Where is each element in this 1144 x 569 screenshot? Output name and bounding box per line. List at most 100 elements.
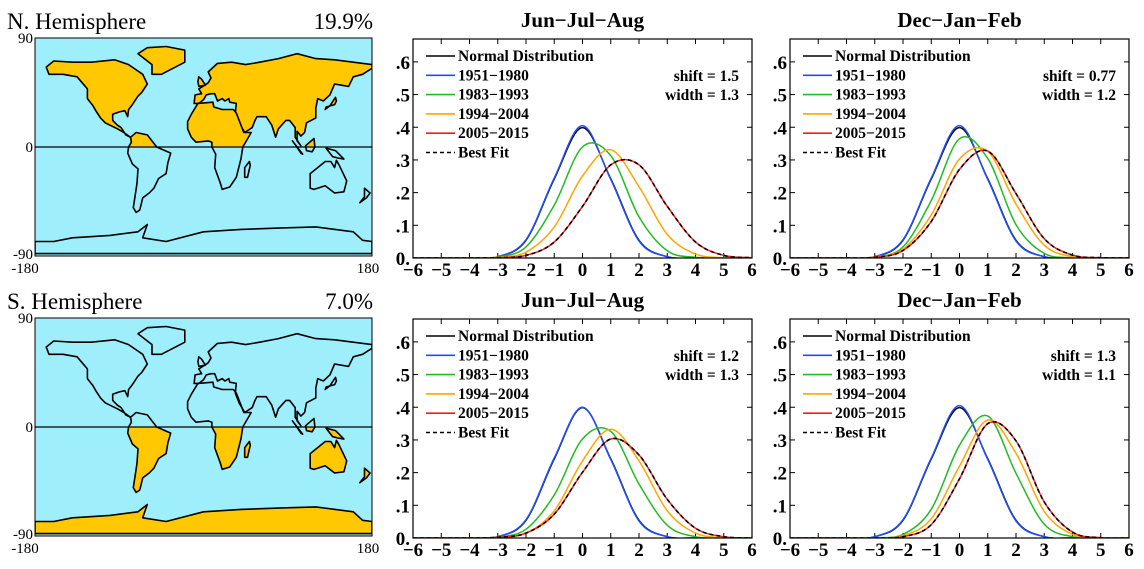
y-tick-label: .2 <box>773 184 787 205</box>
fit-annotation: shift = 1.5 <box>674 68 739 85</box>
legend-label: 1951−1980 <box>835 347 906 364</box>
x-tick-label: −6 <box>403 540 423 561</box>
eurasia-coastline <box>193 332 372 427</box>
y-tick-label: .5 <box>396 86 410 107</box>
x-tick-label: −2 <box>516 540 536 561</box>
x-tick-label: 3 <box>663 540 673 561</box>
madagascar-highlight <box>244 441 251 458</box>
series-line-2005-2015 <box>413 437 752 538</box>
x-tick-label: 1 <box>606 260 616 281</box>
new-guinea-coastline <box>325 427 345 440</box>
x-tick-label: 4 <box>1068 260 1078 281</box>
chart-0: Jun−Jul−Aug −6 −5 −4 −3 −2 −1 0 1 2 3 4 5 6 0. .1 .2 .3 .4… <box>396 8 757 281</box>
x-tick-label: −2 <box>893 540 913 561</box>
x-tick-label: 5 <box>1096 540 1106 561</box>
eurasia-coastline <box>193 52 372 147</box>
legend-label: 1994−2004 <box>458 386 529 403</box>
chart-title: Jun−Jul−Aug <box>521 288 645 312</box>
eurasia-highlight <box>194 53 372 146</box>
legend-label: Normal Distribution <box>835 328 971 345</box>
legend-label: Normal Distribution <box>458 328 594 345</box>
x-tick-label: −1 <box>544 260 564 281</box>
x-tick-label: 2 <box>1011 260 1021 281</box>
x-tick-label: −2 <box>516 260 536 281</box>
x-tick-label: 6 <box>747 260 757 281</box>
x-tick-label: −4 <box>836 540 857 561</box>
series-line-best-fit <box>413 437 752 538</box>
y-tick-label: .5 <box>773 86 787 107</box>
fit-annotation: shift = 0.77 <box>1043 68 1116 85</box>
x-tick-label: −3 <box>865 540 885 561</box>
y-tick-label: .3 <box>396 151 410 172</box>
map-frame <box>34 37 373 257</box>
y-tick-label: .4 <box>396 398 411 419</box>
new-zealand-coastline <box>359 187 371 204</box>
y-tick-label: .4 <box>773 118 788 139</box>
britain-coastline <box>197 76 207 88</box>
legend-label: 1951−1980 <box>458 347 529 364</box>
fit-annotation: width = 1.3 <box>665 87 739 104</box>
legend-label: 1983−1993 <box>835 87 906 104</box>
south-america-coastline <box>126 411 172 494</box>
x-tick-label: 6 <box>1124 260 1134 281</box>
sumatra-coastline <box>291 420 304 436</box>
australia-coastline <box>309 439 348 474</box>
y-tick-label: .2 <box>396 464 410 485</box>
japan-coastline <box>324 376 338 391</box>
legend-label: 2005−2015 <box>458 405 529 422</box>
x-tick-label: 5 <box>1096 260 1106 281</box>
x-tick-label: −4 <box>836 260 857 281</box>
x-tick-label: 1 <box>606 540 616 561</box>
fit-annotation: width = 1.3 <box>665 367 739 384</box>
legend-label: 2005−2015 <box>458 125 529 142</box>
x-tick-label: −5 <box>808 260 828 281</box>
legend-label: 1983−1993 <box>458 367 529 384</box>
y-tick-label: .4 <box>773 398 788 419</box>
legend-label: Normal Distribution <box>835 48 971 65</box>
x-tick-label: 0 <box>578 260 588 281</box>
x-tick-label: 4 <box>691 260 701 281</box>
x-tick-label: 2 <box>634 540 644 561</box>
legend-label: Best Fit <box>458 425 510 442</box>
series-line-1994-2004 <box>790 146 1129 258</box>
x-tick-label: 2 <box>634 260 644 281</box>
y-tick-label: .3 <box>773 151 787 172</box>
series-line-2005-2015 <box>413 158 752 258</box>
australia-highlight <box>310 440 347 473</box>
y-tick-label: .4 <box>396 118 411 139</box>
plot-frame <box>789 318 1130 539</box>
series-line-best-fit <box>790 421 1129 538</box>
lon-tick-label: -180 <box>11 261 39 277</box>
x-tick-label: 6 <box>747 540 757 561</box>
y-tick-label: .5 <box>773 366 787 387</box>
fit-annotation: width = 1.2 <box>1042 87 1116 104</box>
antarctica-coastline <box>35 503 372 535</box>
x-tick-label: −1 <box>544 540 564 561</box>
land-masses <box>35 45 372 255</box>
x-tick-label: −4 <box>459 540 480 561</box>
x-tick-label: 1 <box>983 540 993 561</box>
map-percent: 19.9% <box>314 9 373 34</box>
series-line-1983-1993 <box>413 426 752 538</box>
y-tick-label: 0. <box>773 529 787 550</box>
north-america-highlight <box>46 59 148 138</box>
x-tick-label: 3 <box>663 260 673 281</box>
legend-label: Best Fit <box>835 425 887 442</box>
x-tick-label: −5 <box>431 260 451 281</box>
legend-label: Normal Distribution <box>458 48 594 65</box>
legend-label: 1983−1993 <box>458 87 529 104</box>
x-tick-label: 0 <box>578 540 588 561</box>
plot-frame <box>412 318 753 539</box>
antarctica-coastline <box>35 223 372 255</box>
chart-title: Dec−Jan−Feb <box>897 8 1021 32</box>
chart-1: Dec−Jan−Feb −6 −5 −4 −3 −2 −1 0 1 2 3 4 5 6 0. .1 .2 .3 .4… <box>773 8 1134 281</box>
lon-tick-label: 180 <box>357 541 380 557</box>
legend: Normal Distribution 1951−1980 1983−1993 199… <box>803 328 971 442</box>
africa-coastline <box>186 101 252 191</box>
legend-label: 2005−2015 <box>835 125 906 142</box>
new-zealand-coastline <box>359 467 371 484</box>
x-tick-label: 3 <box>1040 540 1050 561</box>
north-america-coastline <box>45 339 149 419</box>
x-tick-label: 3 <box>1040 260 1050 281</box>
